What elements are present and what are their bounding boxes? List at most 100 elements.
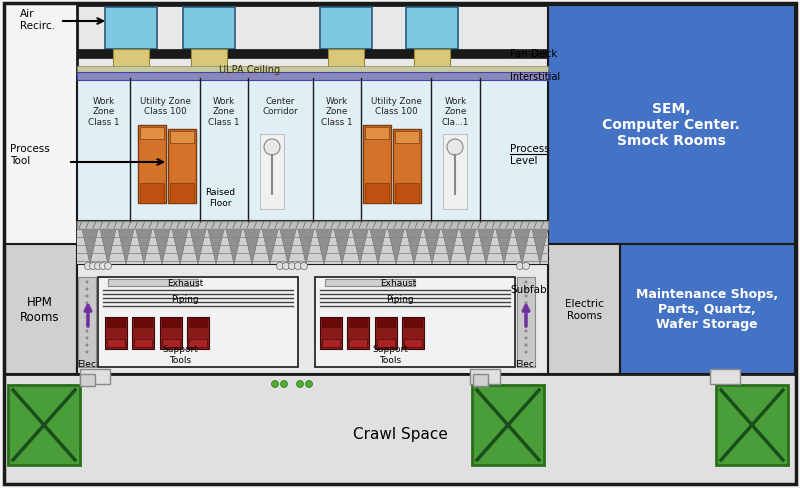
Bar bbox=[325, 280, 415, 286]
Circle shape bbox=[271, 381, 278, 387]
Bar bbox=[77, 229, 548, 264]
Circle shape bbox=[90, 263, 97, 270]
Bar bbox=[320, 317, 342, 349]
Circle shape bbox=[525, 337, 527, 340]
Polygon shape bbox=[118, 229, 134, 264]
Text: Elec.: Elec. bbox=[515, 360, 537, 369]
Text: HPM
Rooms: HPM Rooms bbox=[20, 295, 60, 324]
Text: Exhaust: Exhaust bbox=[380, 279, 416, 288]
Text: Process
Level: Process Level bbox=[510, 144, 550, 165]
Circle shape bbox=[306, 381, 313, 387]
Bar bbox=[414, 50, 450, 68]
Circle shape bbox=[525, 351, 527, 354]
Polygon shape bbox=[460, 229, 476, 264]
Circle shape bbox=[301, 263, 307, 270]
Text: ULPA Ceiling: ULPA Ceiling bbox=[219, 65, 281, 75]
Circle shape bbox=[86, 302, 89, 305]
Text: SEM,
Computer Center.
Smock Rooms: SEM, Computer Center. Smock Rooms bbox=[602, 102, 740, 148]
Bar bbox=[365, 128, 389, 140]
Bar bbox=[395, 132, 419, 143]
Bar bbox=[162, 339, 180, 347]
Polygon shape bbox=[532, 229, 548, 264]
Polygon shape bbox=[334, 229, 350, 264]
Text: Work
Zone
Class 1: Work Zone Class 1 bbox=[88, 97, 119, 126]
Bar bbox=[377, 317, 395, 327]
Circle shape bbox=[294, 263, 302, 270]
Bar bbox=[107, 317, 125, 327]
Polygon shape bbox=[496, 229, 512, 264]
Bar bbox=[472, 385, 544, 465]
Polygon shape bbox=[136, 229, 152, 264]
Text: Crawl Space: Crawl Space bbox=[353, 427, 447, 442]
Bar bbox=[315, 278, 515, 367]
Bar bbox=[320, 8, 372, 50]
Bar bbox=[134, 339, 152, 347]
Bar bbox=[4, 244, 77, 374]
Circle shape bbox=[281, 381, 287, 387]
Bar bbox=[406, 8, 458, 50]
Polygon shape bbox=[280, 229, 296, 264]
Circle shape bbox=[525, 330, 527, 333]
Bar bbox=[328, 50, 364, 68]
Polygon shape bbox=[442, 229, 458, 264]
Text: Maintenance Shops,
Parts, Quartz,
Wafer Storage: Maintenance Shops, Parts, Quartz, Wafer … bbox=[636, 288, 778, 331]
Text: Work
Zone
Class 1: Work Zone Class 1 bbox=[208, 97, 240, 126]
Bar bbox=[365, 183, 389, 203]
Text: Utility Zone
Class 100: Utility Zone Class 100 bbox=[140, 97, 190, 116]
Circle shape bbox=[517, 263, 523, 270]
Bar bbox=[716, 385, 788, 465]
Text: Center
Corridor: Center Corridor bbox=[262, 97, 298, 116]
Circle shape bbox=[86, 309, 89, 312]
Bar bbox=[170, 183, 194, 203]
Bar bbox=[108, 280, 198, 286]
Polygon shape bbox=[82, 229, 98, 264]
Bar bbox=[77, 50, 548, 59]
Bar bbox=[322, 317, 340, 327]
Polygon shape bbox=[388, 229, 404, 264]
Bar bbox=[473, 374, 488, 386]
Bar bbox=[8, 385, 80, 465]
Text: Process
Tool: Process Tool bbox=[10, 144, 50, 165]
Circle shape bbox=[86, 281, 89, 284]
Bar bbox=[77, 73, 548, 81]
Polygon shape bbox=[190, 229, 206, 264]
Circle shape bbox=[525, 288, 527, 291]
Text: Utility Zone
Class 100: Utility Zone Class 100 bbox=[370, 97, 422, 116]
Bar bbox=[517, 278, 535, 367]
Circle shape bbox=[86, 351, 89, 354]
Bar bbox=[98, 278, 298, 367]
Bar bbox=[162, 317, 180, 327]
Polygon shape bbox=[226, 229, 242, 264]
Polygon shape bbox=[406, 229, 422, 264]
Polygon shape bbox=[424, 229, 440, 264]
Bar bbox=[77, 67, 548, 73]
Bar bbox=[138, 126, 166, 203]
Bar bbox=[393, 130, 421, 203]
Bar bbox=[322, 339, 340, 347]
Bar bbox=[160, 317, 182, 349]
Text: Work
Zone
Class 1: Work Zone Class 1 bbox=[322, 97, 353, 126]
Bar bbox=[402, 317, 424, 349]
Circle shape bbox=[86, 288, 89, 291]
Text: Electric
Rooms: Electric Rooms bbox=[565, 299, 603, 320]
Polygon shape bbox=[208, 229, 224, 264]
Polygon shape bbox=[262, 229, 278, 264]
Bar bbox=[77, 6, 548, 384]
Text: Support
Tools: Support Tools bbox=[162, 345, 198, 364]
Bar bbox=[78, 278, 96, 367]
Bar bbox=[189, 317, 207, 327]
Bar bbox=[404, 339, 422, 347]
Bar bbox=[77, 79, 548, 222]
Text: Air
Recirc.: Air Recirc. bbox=[20, 9, 55, 31]
Circle shape bbox=[94, 263, 102, 270]
Bar bbox=[132, 317, 154, 349]
Bar bbox=[105, 317, 127, 349]
Polygon shape bbox=[154, 229, 170, 264]
Circle shape bbox=[525, 323, 527, 326]
Bar bbox=[77, 222, 548, 229]
Polygon shape bbox=[244, 229, 260, 264]
Circle shape bbox=[289, 263, 295, 270]
Text: Piping: Piping bbox=[386, 295, 414, 304]
Bar bbox=[80, 369, 110, 384]
Bar bbox=[349, 339, 367, 347]
